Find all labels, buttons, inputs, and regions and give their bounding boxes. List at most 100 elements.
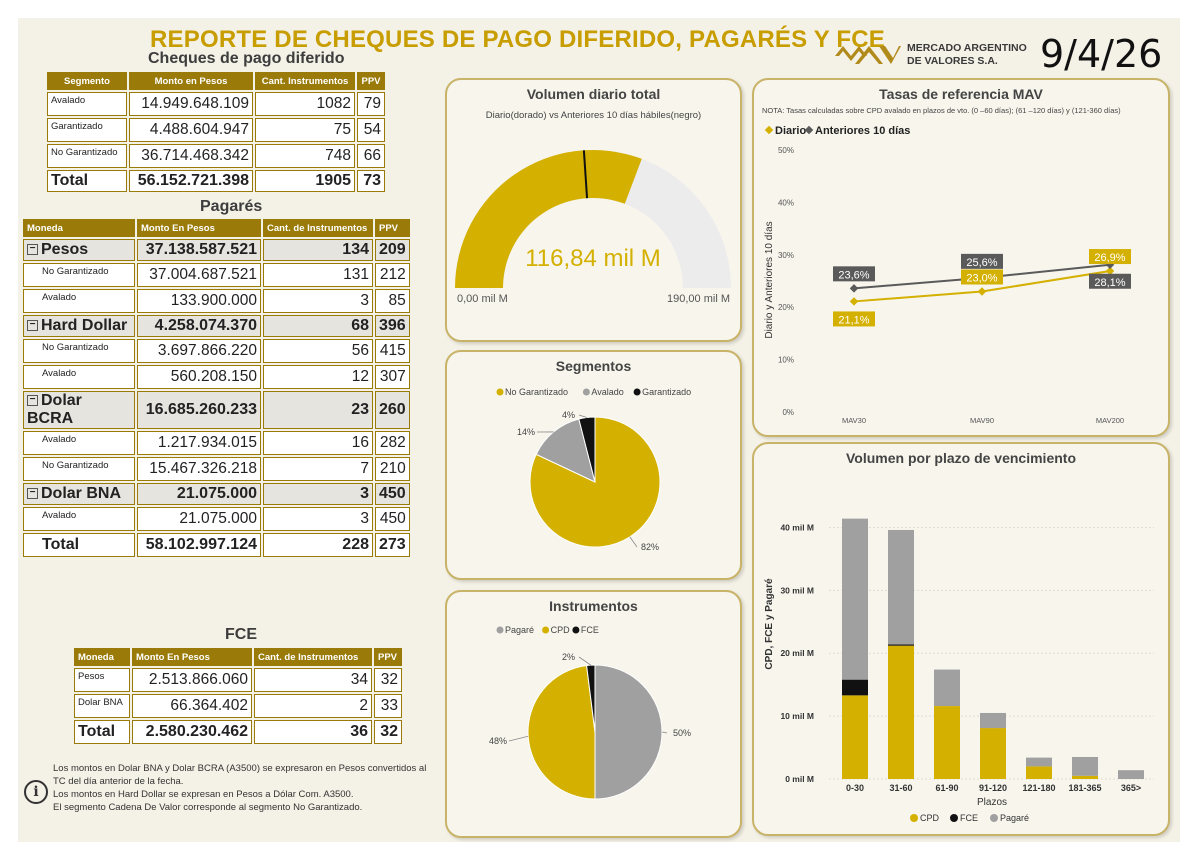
data-label: 23,6%: [838, 269, 869, 281]
col-header: Monto En Pesos: [137, 219, 261, 237]
segmentos-title: Segmentos: [555, 358, 632, 374]
bar-segment: [980, 712, 1006, 729]
group-row[interactable]: − Dolar BCRA 16.685.260.233 23 260: [23, 391, 410, 429]
count-cell: 2: [254, 694, 372, 718]
collapse-icon[interactable]: −: [27, 395, 38, 407]
gauge-value-arc: [455, 149, 642, 288]
y-tick-label: 30 mil M: [780, 585, 814, 595]
currency-cell: Pesos: [74, 668, 130, 692]
x-tick-label: 31-60: [889, 783, 912, 793]
group-label-cell[interactable]: − Dolar BNA: [23, 483, 135, 505]
group-label-cell[interactable]: − Dolar BCRA: [23, 391, 135, 429]
segment-cell: No Garantizado: [23, 263, 135, 287]
amount-cell: 21.075.000: [137, 483, 261, 505]
legend-swatch: [764, 125, 774, 135]
pagares-table: Moneda Monto En Pesos Cant. de Instrumen…: [21, 217, 412, 559]
tasas-title: Tasas de referencia MAV: [879, 86, 1043, 102]
count-cell: 3: [263, 483, 373, 505]
col-header[interactable]: Cant. de Instrumentos: [263, 219, 373, 237]
col-header[interactable]: Cant. de Instrumentos: [254, 648, 372, 666]
bar-segment: [980, 728, 1006, 779]
group-row[interactable]: − Pesos 37.138.587.521 134 209: [23, 239, 410, 261]
pie-slice: [535, 418, 596, 483]
segment-cell: Avalado: [23, 431, 135, 455]
y-tick-label: 20 mil M: [780, 648, 814, 658]
amount-cell: 2.513.866.060: [132, 668, 252, 692]
cpd-section-title: Cheques de pago diferido: [148, 50, 345, 67]
table-row: Avalado 14.949.648.109 1082 79: [47, 92, 385, 116]
bar-segment: [934, 706, 960, 779]
y-tick-label: 0%: [782, 408, 794, 417]
table-row: No Garantizado 3.697.866.220 56 415: [23, 339, 410, 363]
group-row[interactable]: − Dolar BNA 21.075.000 3 450: [23, 483, 410, 505]
group-row[interactable]: − Hard Dollar 4.258.074.370 68 396: [23, 315, 410, 337]
pie-data-label: 48%: [489, 736, 507, 746]
count-cell: 36: [254, 720, 372, 744]
collapse-icon[interactable]: −: [27, 320, 38, 332]
ppv-cell: 33: [374, 694, 402, 718]
ppv-cell: 32: [374, 720, 402, 744]
legend-swatch: [950, 814, 958, 822]
gauge-chart: 116,84 mil M 0,00 mil M 190,00 mil M: [455, 149, 731, 305]
gauge-subtitle: Diario(dorado) vs Anteriores 10 días háb…: [485, 110, 702, 121]
collapse-icon[interactable]: −: [27, 244, 38, 256]
gauge-title: Volumen diario total: [526, 86, 661, 102]
data-label: 21,1%: [838, 314, 869, 326]
pie-leader-line: [578, 414, 587, 418]
col-header: Moneda: [74, 648, 130, 666]
data-label-box: [1089, 249, 1131, 265]
fce-table: Moneda Monto En Pesos Cant. de Instrumen…: [72, 646, 404, 746]
x-tick-label: MAV90: [970, 416, 994, 425]
ppv-cell: 209: [375, 239, 410, 261]
total-row: Total 58.102.997.124 228 273: [23, 533, 410, 557]
amount-cell: 14.949.648.109: [129, 92, 253, 116]
collapse-icon[interactable]: −: [27, 488, 38, 500]
amount-cell: 560.208.150: [137, 365, 261, 389]
col-header: PPV: [374, 648, 402, 666]
ppv-cell: 450: [375, 483, 410, 505]
table-row: No Garantizado 37.004.687.521 131 212: [23, 263, 410, 287]
info-icon: i: [24, 780, 48, 804]
x-tick-label: MAV200: [1096, 416, 1124, 425]
segmentos-panel: Segmentos No Garantizado Avalado Garantiza…: [445, 350, 742, 580]
count-cell: 56: [263, 339, 373, 363]
amount-cell: 21.075.000: [137, 507, 261, 531]
bar-segment: [934, 669, 960, 707]
col-header: Monto en Pesos: [129, 72, 253, 90]
y-tick-label: 50%: [778, 146, 794, 155]
pie-slice: [586, 664, 596, 733]
ppv-cell: 260: [375, 391, 410, 429]
plazo-title: Volumen por plazo de vencimiento: [846, 450, 1076, 466]
tasas-line-chart: Diario Anteriores 10 días 0% 10% 20% 30% 40% 50…: [764, 125, 1131, 425]
legend-swatch: [910, 814, 918, 822]
pie-slice: [594, 664, 663, 800]
x-tick-label: 365>: [1121, 783, 1141, 793]
legend-label: CPD: [551, 625, 571, 635]
legend-label: Anteriores 10 días: [815, 125, 910, 137]
col-header: Cant. Instrumentos: [255, 72, 355, 90]
x-tick-label: 0-30: [846, 783, 864, 793]
count-cell: 7: [263, 457, 373, 481]
tasas-panel: Tasas de referencia MAV NOTA: Tasas calc…: [752, 78, 1170, 437]
legend-label: CPD: [920, 813, 940, 823]
y-tick-label: 30%: [778, 251, 794, 260]
group-label-cell[interactable]: − Pesos: [23, 239, 135, 261]
ppv-cell: 396: [375, 315, 410, 337]
gauge-panel: Volumen diario total Diario(dorado) vs A…: [445, 78, 742, 342]
segment-cell: Garantizado: [47, 118, 127, 142]
total-row: Total 56.152.721.398 1905 73: [47, 170, 385, 192]
y-tick-label: 20%: [778, 303, 794, 312]
table-row: No Garantizado 36.714.468.342 748 66: [47, 144, 385, 168]
pie-data-label: 50%: [673, 728, 691, 738]
legend-swatch: [572, 626, 580, 634]
pagares-title: Pagarés: [200, 198, 263, 215]
data-label: 25,6%: [966, 257, 997, 269]
ppv-cell: 54: [357, 118, 385, 142]
col-header: Segmento: [47, 72, 127, 90]
amount-cell: 2.580.230.462: [132, 720, 252, 744]
count-cell: 12: [263, 365, 373, 389]
ppv-cell: 307: [375, 365, 410, 389]
ppv-cell: 273: [375, 533, 410, 557]
group-label-cell[interactable]: − Hard Dollar: [23, 315, 135, 337]
segment-cell: Avalado: [23, 289, 135, 313]
